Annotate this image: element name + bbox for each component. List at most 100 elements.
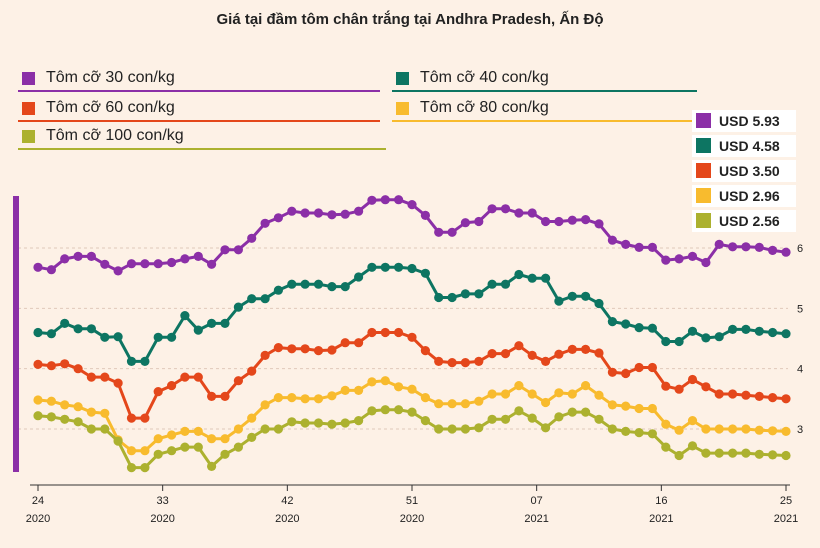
data-point bbox=[260, 424, 270, 434]
data-point bbox=[621, 239, 631, 249]
data-point bbox=[607, 400, 618, 410]
data-point bbox=[287, 393, 297, 403]
x-tick-week: 16 bbox=[655, 495, 667, 507]
legend-rule-60 bbox=[18, 120, 380, 122]
data-point bbox=[100, 372, 110, 382]
data-point bbox=[674, 254, 684, 264]
data-point bbox=[126, 413, 137, 423]
data-point bbox=[100, 332, 110, 342]
data-point bbox=[527, 273, 537, 283]
data-point bbox=[701, 333, 711, 343]
data-point bbox=[340, 418, 350, 428]
data-point bbox=[207, 461, 217, 471]
x-tick-year: 2020 bbox=[400, 513, 424, 525]
data-point bbox=[153, 259, 163, 269]
data-point bbox=[728, 448, 738, 458]
x-tick-week: 51 bbox=[406, 495, 418, 507]
legend-item-100: Tôm cỡ 100 con/kg bbox=[18, 126, 386, 150]
data-point bbox=[460, 218, 470, 228]
data-point bbox=[581, 381, 591, 391]
x-tick-year: 2020 bbox=[26, 513, 50, 525]
data-point bbox=[273, 213, 283, 223]
data-point bbox=[300, 394, 310, 404]
data-point bbox=[634, 323, 644, 333]
data-point bbox=[407, 263, 417, 274]
data-point bbox=[701, 448, 711, 458]
data-point bbox=[647, 362, 658, 373]
data-point bbox=[233, 302, 243, 312]
data-point bbox=[541, 397, 551, 408]
data-point bbox=[687, 251, 698, 261]
data-point bbox=[100, 408, 110, 418]
data-point bbox=[514, 208, 524, 218]
data-point bbox=[661, 381, 671, 391]
data-point bbox=[554, 216, 564, 227]
data-point bbox=[647, 403, 658, 414]
data-point bbox=[380, 405, 390, 415]
data-point bbox=[193, 325, 203, 335]
data-point bbox=[46, 412, 57, 422]
y-tick-label: 4 bbox=[797, 364, 803, 376]
data-point bbox=[86, 251, 96, 261]
data-point bbox=[207, 434, 217, 444]
data-point bbox=[527, 389, 537, 399]
data-point bbox=[541, 423, 551, 433]
data-point bbox=[180, 426, 190, 436]
data-point bbox=[380, 327, 390, 338]
data-point bbox=[567, 215, 577, 225]
data-point bbox=[193, 372, 203, 382]
data-point bbox=[420, 346, 430, 356]
chart-title: Giá tại đầm tôm chân trắng tại Andhra Pr… bbox=[216, 11, 604, 28]
legend-rule-80 bbox=[392, 120, 697, 122]
data-point bbox=[300, 418, 310, 428]
legend-rule-100 bbox=[18, 148, 386, 150]
series-0 bbox=[33, 195, 791, 276]
data-point bbox=[500, 279, 511, 289]
legend-rule-30 bbox=[18, 90, 380, 92]
x-tick-week: 25 bbox=[780, 495, 792, 507]
data-point bbox=[420, 416, 430, 426]
data-point bbox=[113, 378, 123, 388]
data-point bbox=[60, 359, 70, 369]
data-point bbox=[607, 424, 618, 434]
series-3 bbox=[33, 376, 791, 456]
data-point bbox=[300, 208, 310, 218]
data-point bbox=[728, 424, 738, 434]
data-point bbox=[73, 364, 83, 374]
data-point bbox=[487, 414, 497, 424]
data-point bbox=[233, 424, 243, 434]
data-point bbox=[594, 219, 604, 229]
data-point bbox=[674, 384, 684, 394]
end-label-text: USD 2.96 bbox=[719, 188, 780, 204]
legend-rule-40 bbox=[392, 90, 697, 92]
data-point bbox=[367, 262, 377, 272]
legend-item-60: Tôm cỡ 60 con/kg bbox=[18, 98, 380, 122]
data-point bbox=[60, 318, 70, 328]
data-point bbox=[514, 406, 524, 416]
series-4 bbox=[33, 405, 791, 473]
data-point bbox=[140, 446, 150, 456]
x-tick-year: 2021 bbox=[774, 513, 798, 525]
data-point bbox=[781, 329, 791, 339]
data-point bbox=[474, 289, 484, 299]
data-point bbox=[46, 329, 57, 339]
data-point bbox=[60, 254, 70, 264]
data-point bbox=[220, 318, 230, 328]
data-point bbox=[754, 425, 764, 435]
data-point bbox=[140, 356, 150, 366]
data-point bbox=[554, 296, 564, 306]
data-point bbox=[647, 429, 658, 439]
data-point bbox=[407, 407, 417, 417]
data-point bbox=[407, 200, 417, 210]
data-point bbox=[73, 417, 83, 427]
data-point bbox=[447, 424, 457, 434]
end-label-swatch bbox=[696, 113, 711, 128]
data-point bbox=[447, 399, 457, 409]
data-point bbox=[661, 336, 671, 347]
data-point bbox=[46, 361, 57, 371]
data-point bbox=[714, 239, 724, 249]
series-1 bbox=[33, 262, 791, 366]
data-point bbox=[714, 332, 724, 342]
data-point bbox=[634, 242, 644, 252]
series-line bbox=[37, 198, 787, 273]
